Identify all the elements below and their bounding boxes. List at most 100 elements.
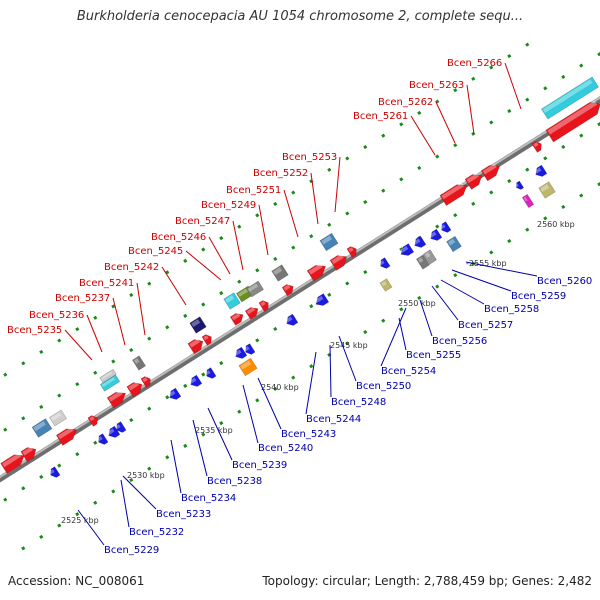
reverse-gene-11-shine	[314, 296, 324, 304]
feature-block-13-shape	[379, 278, 393, 292]
tick-dot	[525, 227, 530, 232]
reverse-gene-label: Bcen_5260	[537, 276, 592, 287]
reverse-gene-15-shape	[430, 228, 443, 241]
feature-block-7-shape	[223, 292, 241, 310]
feature-block-18-shape	[521, 193, 535, 209]
forward-gene-3-shape	[55, 428, 77, 446]
forward-gene-7	[140, 376, 151, 388]
reverse-leader-line	[207, 407, 233, 461]
forward-gene-label: Bcen_5253	[282, 152, 337, 163]
forward-leader-line	[466, 84, 475, 135]
forward-gene-11	[244, 307, 259, 320]
feature-block-17-shine	[540, 184, 550, 192]
reverse-gene-label: Bcen_5250	[356, 381, 411, 392]
forward-leader-line	[232, 220, 244, 271]
forward-gene-13	[281, 284, 294, 297]
tick-dot	[57, 523, 62, 528]
reverse-gene-label: Bcen_5248	[331, 397, 386, 408]
reverse-gene-15-shine	[429, 231, 437, 238]
forward-gene-8-shine	[189, 338, 200, 348]
forward-gene-19	[480, 163, 501, 182]
reverse-gene-16-shine	[440, 224, 446, 230]
forward-gene-3-shine	[57, 427, 74, 440]
tick-dot	[3, 372, 8, 377]
tick-dot	[525, 167, 530, 172]
feature-block-14-shine	[417, 257, 424, 263]
reverse-gene-17-shape	[535, 164, 548, 177]
forward-gene-label: Bcen_5241	[79, 278, 134, 289]
forward-gene-2	[20, 446, 37, 463]
forward-gene-18-shape	[464, 174, 483, 190]
reverse-gene-label: Bcen_5240	[258, 443, 313, 454]
reverse-gene-4	[115, 421, 127, 433]
tick-dot	[507, 178, 512, 184]
tick-dot	[309, 304, 314, 309]
tick-dot	[129, 347, 134, 353]
forward-gene-label: Bcen_5252	[253, 168, 308, 179]
tick-dot	[93, 315, 98, 320]
tick-dot	[219, 291, 224, 296]
forward-gene-11-shine	[246, 307, 256, 315]
tick-dot	[561, 204, 566, 209]
tick-dot	[183, 443, 188, 448]
tick-dot	[129, 417, 134, 423]
feature-block-7-shine	[225, 295, 235, 303]
feature-block-15-shine	[424, 252, 431, 258]
forward-gene-label: Bcen_5236	[29, 310, 84, 321]
tick-dot	[435, 224, 440, 229]
reverse-gene-14	[413, 235, 427, 248]
tick-dot	[453, 213, 458, 218]
tick-dot	[399, 307, 404, 312]
tick-dot	[489, 65, 494, 70]
forward-gene-9	[201, 334, 212, 346]
feature-block-10-shape	[271, 264, 289, 282]
tick-dot	[93, 440, 98, 445]
tick-dot	[255, 213, 260, 218]
tick-dot	[381, 188, 386, 193]
feature-block-5-shape	[131, 355, 147, 371]
forward-leader-line	[64, 329, 93, 361]
reverse-gene-12-shape	[380, 257, 391, 269]
forward-gene-16-shine	[348, 247, 354, 253]
feature-block-6-shine	[191, 319, 201, 327]
feature-block-15	[422, 249, 438, 265]
reverse-leader-line	[122, 475, 157, 510]
reverse-gene-17-shine	[534, 167, 542, 174]
forward-gene-10-shape	[229, 313, 244, 326]
tick-dot	[255, 268, 260, 273]
tick-dot	[201, 302, 206, 307]
forward-gene-4-shine	[89, 416, 95, 422]
forward-gene-19-shape	[480, 165, 501, 182]
feature-block-1-shape	[31, 418, 53, 438]
reverse-gene-label: Bcen_5229	[104, 545, 159, 556]
reverse-gene-10	[285, 313, 299, 326]
forward-gene-label: Bcen_5247	[175, 216, 230, 227]
tick-dot	[489, 250, 494, 255]
reverse-gene-label: Bcen_5232	[129, 527, 184, 538]
reverse-gene-16-shape	[441, 221, 452, 233]
tick-dot	[507, 108, 512, 114]
tick-dot	[57, 463, 62, 468]
tick-dot	[453, 143, 458, 148]
tick-dot	[183, 258, 188, 263]
tick-dot	[435, 284, 440, 289]
forward-gene-9-shape	[201, 334, 212, 346]
forward-leader-line	[258, 204, 269, 256]
reverse-gene-8	[234, 346, 248, 359]
tick-dot	[345, 341, 350, 346]
tick-dot	[327, 222, 332, 227]
tick-dot	[75, 382, 80, 387]
reverse-gene-14-shape	[414, 235, 427, 248]
feature-block-1-shine	[33, 421, 46, 432]
forward-gene-8-shape	[187, 339, 204, 355]
tick-dot	[363, 330, 368, 335]
tick-dot	[201, 372, 206, 377]
tick-dot	[111, 489, 116, 494]
tick-dot	[399, 177, 404, 182]
reverse-gene-label: Bcen_5239	[232, 460, 287, 471]
tick-dot	[363, 200, 368, 205]
forward-gene-7-shape	[140, 376, 151, 388]
reverse-gene-5	[168, 387, 182, 400]
reverse-gene-9-shape	[245, 343, 256, 355]
forward-gene-21-shine	[547, 100, 598, 135]
